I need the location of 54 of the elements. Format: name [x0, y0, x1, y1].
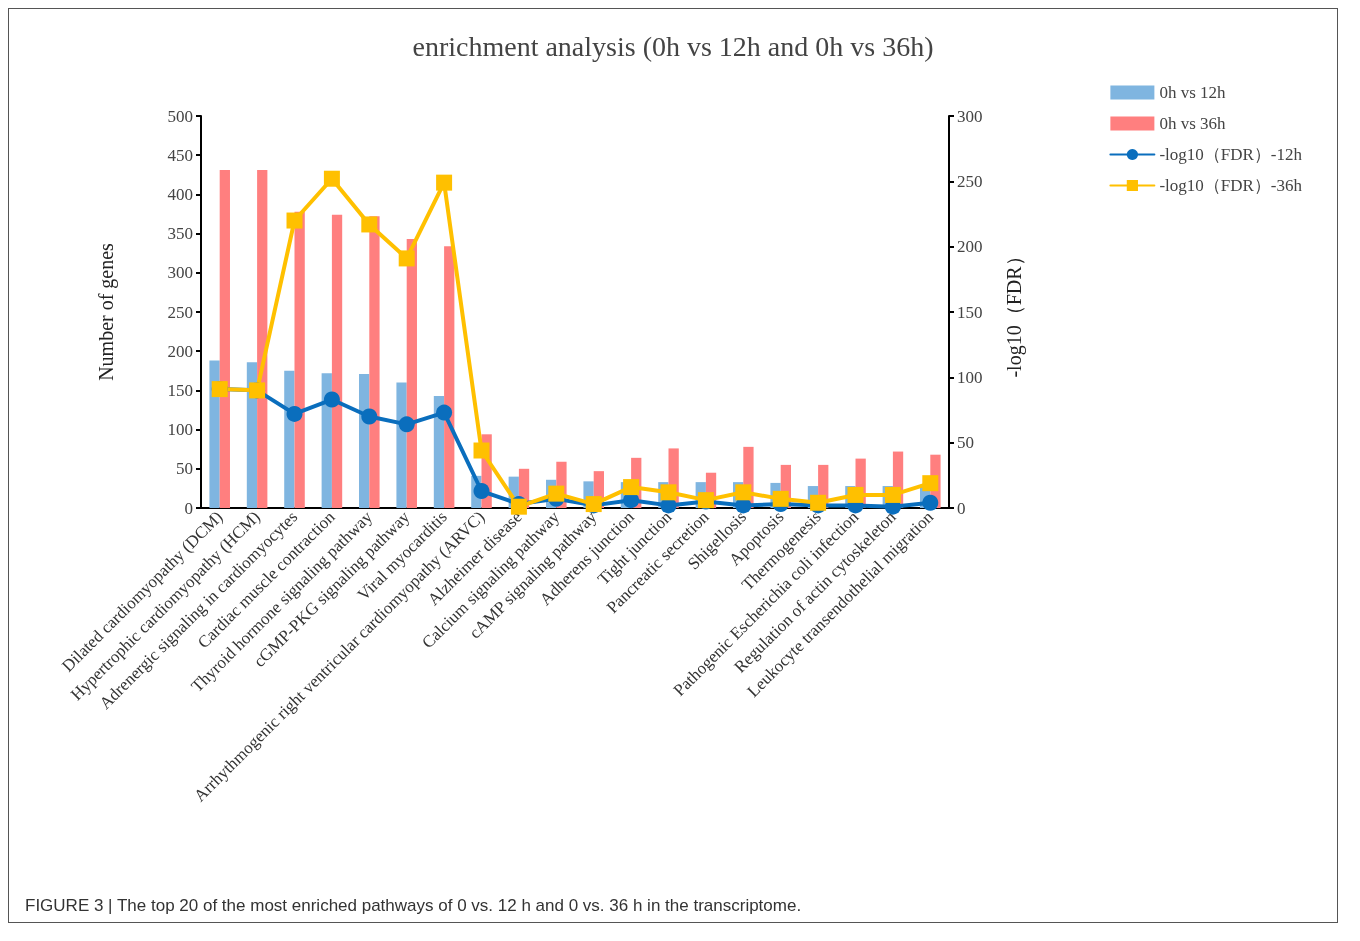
- y-tick-label: 450: [167, 145, 193, 165]
- bar: [369, 216, 380, 508]
- point: [660, 484, 677, 501]
- y-tick-label: 350: [167, 224, 193, 244]
- point: [323, 170, 340, 187]
- point: [884, 486, 901, 503]
- legend-label: 0h vs 36h: [1159, 114, 1226, 133]
- point: [473, 442, 490, 459]
- y-tick-label: 300: [167, 263, 193, 283]
- bar: [284, 370, 295, 508]
- point: [473, 483, 490, 500]
- point: [398, 416, 415, 433]
- point: [361, 216, 378, 233]
- point: [361, 408, 378, 425]
- bar: [396, 382, 407, 508]
- y2-tick-label: 100: [957, 367, 983, 387]
- y-tick-label: 500: [167, 106, 193, 126]
- point: [922, 475, 939, 492]
- point: [286, 212, 303, 229]
- y-tick-label: 100: [167, 420, 193, 440]
- y-tick-label: 250: [167, 302, 193, 322]
- chart-title: enrichment analysis (0h vs 12h and 0h vs 36h): [412, 30, 934, 62]
- point: [548, 485, 565, 502]
- point: [922, 494, 939, 511]
- point: [623, 479, 640, 496]
- y-tick-label: 200: [167, 341, 193, 361]
- bar: [209, 360, 220, 508]
- legend-label: -log10（FDR）-36h: [1159, 176, 1303, 195]
- y2-tick-label: 300: [957, 106, 983, 126]
- bar: [219, 170, 230, 508]
- y-tick-label: 50: [176, 459, 193, 479]
- point: [323, 391, 340, 408]
- y-tick-label: 400: [167, 184, 193, 204]
- y-tick-label: 0: [184, 498, 193, 518]
- point: [436, 404, 453, 421]
- y2-tick-label: 150: [957, 302, 983, 322]
- point: [398, 250, 415, 267]
- y2-axis-title: -log10（FDR）: [1003, 246, 1026, 378]
- bar: [444, 246, 455, 508]
- y-axis-title: Number of genes: [95, 242, 118, 381]
- legend-label: 0h vs 12h: [1159, 83, 1226, 102]
- y2-tick-label: 200: [957, 237, 983, 257]
- y-tick-label: 150: [167, 380, 193, 400]
- point: [772, 490, 789, 507]
- y2-tick-label: 250: [957, 171, 983, 191]
- bar: [331, 214, 343, 508]
- point: [436, 174, 453, 191]
- point: [847, 486, 864, 503]
- point: [735, 484, 752, 501]
- legend-label: -log10（FDR）-12h: [1159, 145, 1303, 164]
- caption: FIGURE 3 | The top 20 of the most enriched pathways of 0 vs. 12 h and 0 vs. 36 h in the transcriptome.: [25, 896, 802, 915]
- y2-tick-label: 50: [957, 433, 974, 453]
- point: [286, 405, 303, 422]
- y2-tick-label: 0: [957, 498, 966, 518]
